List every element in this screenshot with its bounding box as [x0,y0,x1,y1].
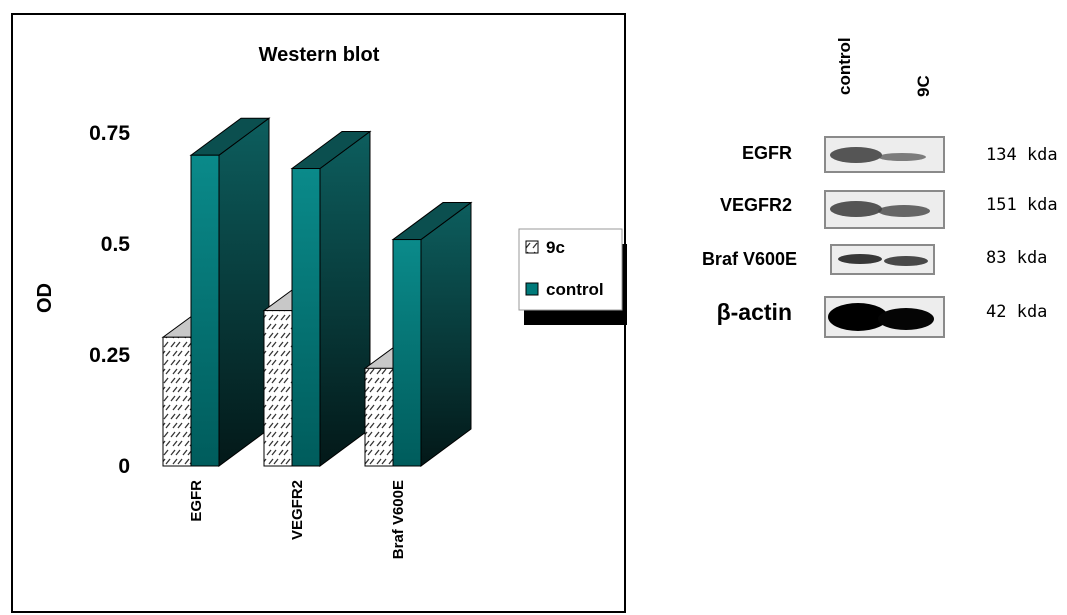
blot-kda-vegfr2: 151 kda [986,195,1058,215]
legend-label-9c: 9c [546,238,565,257]
y-tick-label: 0.5 [101,233,131,256]
legend: 9c control [518,228,627,325]
blot-row-label-braf: Braf V600E [701,249,797,269]
blot-band-braf [830,244,935,275]
y-tick-label: 0.25 [89,344,130,367]
western-blot-panel: control 9C EGFR 134 kda VEGFR2 151 kda B… [640,0,1067,360]
blot-band-beta-actin [824,296,945,338]
bar-control [190,154,220,467]
blot-row-label-beta-actin: β-actin [716,299,792,325]
bar-control-side [319,130,371,467]
category-labels: EGFR VEGFR2 Braf V600E [188,480,407,559]
blot-band-vegfr2 [824,190,945,229]
y-axis-label: OD [34,283,56,313]
blot-band-vegfr2-image [830,201,930,217]
bar-control [291,168,321,467]
blot-row-label-vegfr2: VEGFR2 [719,195,792,215]
chart-panel: Western blot OD 0 0.25 0.5 0.75 EGFR VEGFR2 B… [11,13,627,613]
category-label: VEGFR2 [289,480,306,540]
y-ticks: 0 0.25 0.5 0.75 [89,122,130,478]
bar-control-side [218,117,270,467]
y-tick-label: 0 [118,455,130,478]
category-label: EGFR [188,480,205,522]
bar-9c [364,367,394,467]
chart-title: Western blot [259,44,380,66]
blot-band-beta-actin-image [828,303,934,331]
legend-swatch-control [525,282,539,296]
bar-control-side [420,201,472,467]
blot-band-braf-image [838,254,928,266]
lane-label-control: control [835,37,854,95]
category-label: Braf V600E [390,480,407,559]
blot-band-egfr [824,136,945,173]
lane-label-9c: 9C [914,75,933,97]
legend-swatch-9c [525,240,539,254]
bars [161,117,473,467]
blot-band-egfr-image [830,147,926,163]
blot-kda-braf: 83 kda [986,248,1048,268]
blot-kda-egfr: 134 kda [986,145,1058,165]
y-tick-label: 0.75 [89,122,130,145]
blot-row-label-egfr: EGFR [741,143,792,163]
bar-control [392,239,422,467]
bar-chart: Western blot OD 0 0.25 0.5 0.75 EGFR VEGFR2 B… [34,44,627,559]
blot-kda-beta-actin: 42 kda [986,302,1048,322]
bar-9c [162,336,192,467]
legend-label-control: control [546,280,604,299]
bar-9c [263,310,293,467]
